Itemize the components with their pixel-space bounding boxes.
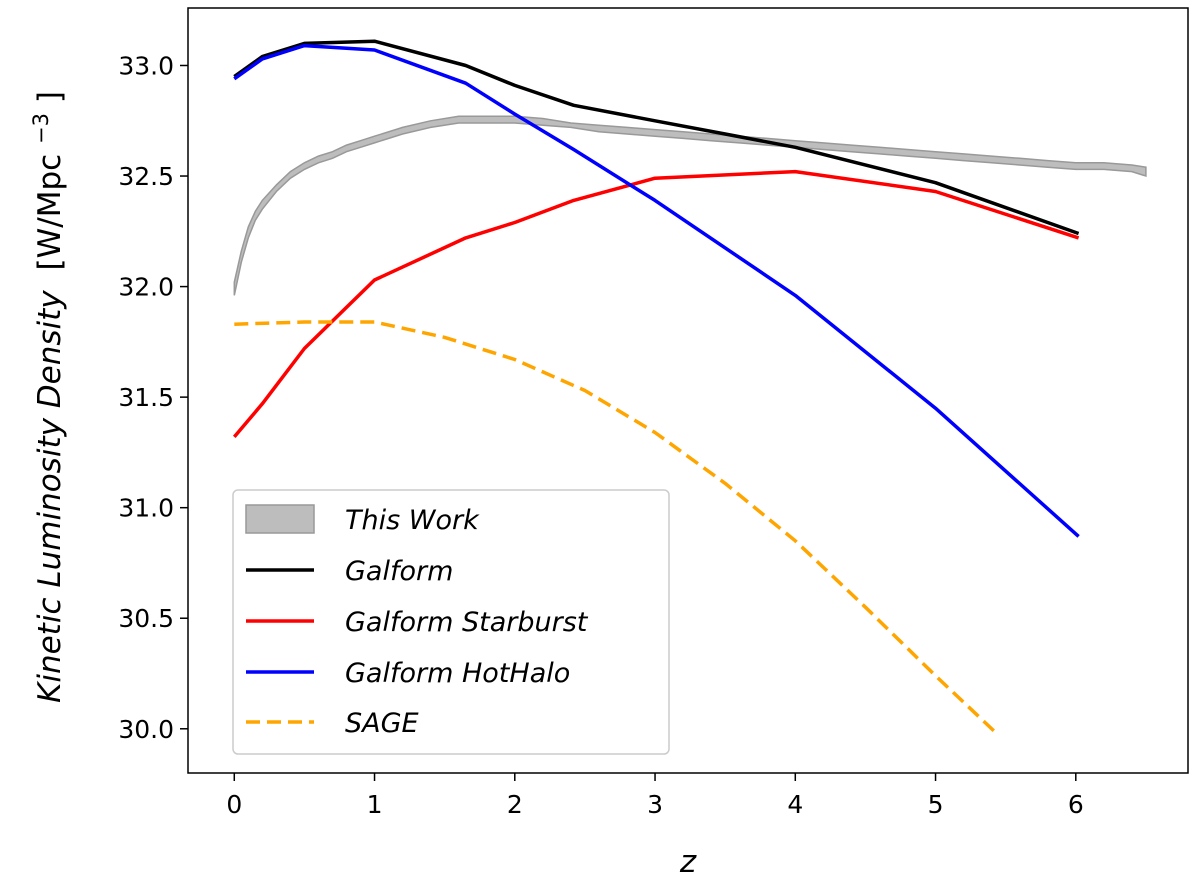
- legend-label-galform-hothalo: Galform HotHalo: [345, 658, 570, 689]
- y-tick-label: 31.5: [118, 383, 174, 412]
- x-tick-label: 4: [787, 790, 803, 819]
- y-tick-label: 33.0: [118, 51, 174, 80]
- legend: This Work Galform Galform Starburst Galf…: [232, 489, 670, 755]
- y-axis-label-sup: −3: [29, 113, 53, 144]
- legend-label-galform-starburst: Galform Starburst: [345, 607, 589, 638]
- y-tick-label: 32.0: [118, 273, 174, 302]
- y-axis-label-unit: [W/Mpc: [32, 154, 68, 271]
- legend-label-galform: Galform: [345, 556, 453, 587]
- legend-swatch-this-work: [245, 504, 315, 534]
- x-axis-label: z: [679, 844, 697, 880]
- series-line-galform-starburst: [232, 169, 1080, 439]
- y-axis-label: Kinetic Luminosity Density [W/Mpc −3 ]: [20, 91, 68, 703]
- y-tick-label: 32.5: [118, 162, 174, 191]
- x-tick-label: 6: [1068, 790, 1084, 819]
- x-tick-label: 0: [226, 790, 242, 819]
- band-this-work: [233, 115, 1147, 296]
- x-axis: 0 1 2 3 4 5 6: [226, 773, 1084, 819]
- y-tick-label: 30.0: [118, 715, 174, 744]
- y-axis-label-text: Kinetic Luminosity Density: [32, 290, 68, 703]
- x-tick-label: 1: [367, 790, 383, 819]
- x-tick-label: 2: [507, 790, 523, 819]
- x-tick-label: 5: [928, 790, 944, 819]
- x-tick-label: 3: [647, 790, 663, 819]
- y-tick-label: 31.0: [118, 494, 174, 523]
- plot-frame: [187, 7, 1189, 774]
- legend-label-sage: SAGE: [345, 708, 419, 739]
- plot-area: [232, 39, 1147, 737]
- series-line-galform: [233, 39, 1080, 236]
- y-axis-label-close: ]: [32, 91, 68, 103]
- series-line-galform-hothalo: [233, 43, 1080, 538]
- y-axis: 30.0 30.5 31.0 31.5 32.0 32.5 33.0: [118, 51, 188, 744]
- legend-frame: [232, 489, 670, 755]
- legend-label-this-work: This Work: [345, 505, 480, 536]
- y-tick-label: 30.5: [118, 604, 174, 633]
- series-line-sage: [234, 320, 1000, 737]
